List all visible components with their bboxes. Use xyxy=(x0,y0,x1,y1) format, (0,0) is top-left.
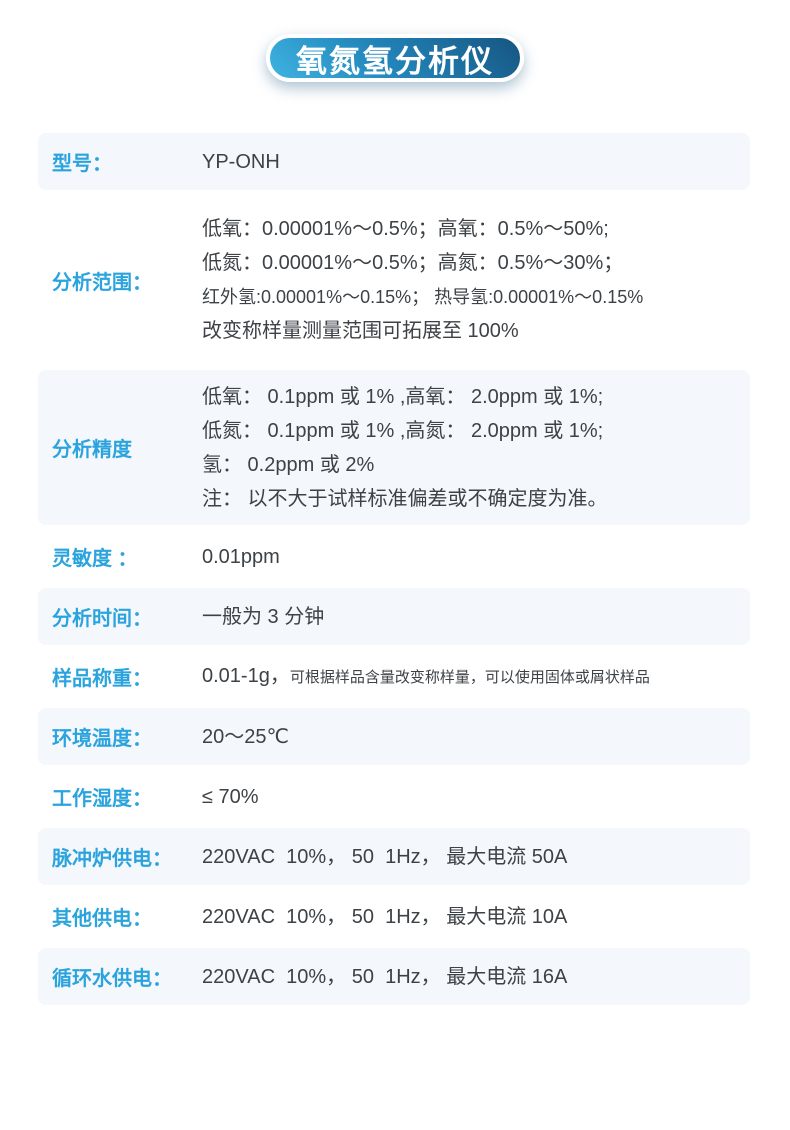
row-label: 分析范围： xyxy=(52,271,152,294)
row-value: 低氧：0.00001%～0.5%；高氧：0.5%～50%; 低氮：0.00001%… xyxy=(202,190,750,370)
value-line: 一般为 3 分钟 xyxy=(202,605,325,628)
row-label: 脉冲炉供电： xyxy=(52,848,172,870)
row-label: 型号： xyxy=(52,153,112,175)
row-value: 一般为 3 分钟 xyxy=(202,588,750,645)
table-row: 脉冲炉供电： 220VAC 10%， 50 1Hz， 最大电流 50A xyxy=(38,828,750,885)
value-line: ≤ 70% xyxy=(202,785,259,808)
value-line: 注： 以不大于试样标准偏差或不确定度为准。 xyxy=(202,487,608,510)
row-value: 低氧： 0.1ppm 或 1% ,高氧： 2.0ppm 或 1%; 低氮： 0.1… xyxy=(202,370,750,525)
value-line: 220VAC 10%， 50 1Hz， 最大电流 16A xyxy=(202,965,568,988)
title-badge: 氧氮氢分析仪 xyxy=(266,34,524,82)
value-line: 低氮：0.00001%～0.5%；高氮：0.5%～30%； xyxy=(202,252,624,274)
value-line: YP-ONH xyxy=(202,150,280,173)
row-label: 其他供电： xyxy=(52,908,152,930)
row-value: 220VAC 10%， 50 1Hz， 最大电流 50A xyxy=(202,828,750,885)
value-line: 220VAC 10%， 50 1Hz， 最大电流 50A xyxy=(202,845,568,868)
row-value: 0.01-1g，可根据样品含量改变称样量，可以使用固体或屑状样品 xyxy=(202,645,750,708)
spec-table: 型号： YP-ONH 分析范围： 低氧：0.00001%～0.5%；高氧：0.5%～5… xyxy=(38,133,750,1005)
value-line: 氢： 0.2ppm 或 2% xyxy=(202,453,375,476)
title-badge-container: 氧氮氢分析仪 xyxy=(0,0,790,82)
value-line: 0.01ppm xyxy=(202,545,280,568)
value-line: 红外氢:0.00001%～0.15%； 热导氢:0.00001%～0.15% xyxy=(202,287,644,307)
table-row: 型号： YP-ONH xyxy=(38,133,750,190)
page-title: 氧氮氢分析仪 xyxy=(296,43,494,79)
value-line: 低氧：0.00001%～0.5%；高氧：0.5%～50%; xyxy=(202,218,609,240)
row-value: 0.01ppm xyxy=(202,525,750,588)
table-row: 其他供电： 220VAC 10%， 50 1Hz， 最大电流 10A xyxy=(38,885,750,948)
value-line: 220VAC 10%， 50 1Hz， 最大电流 10A xyxy=(202,905,568,928)
value-line: 20～25℃ xyxy=(202,725,289,748)
row-label: 分析时间： xyxy=(52,608,152,630)
table-row: 工作湿度： ≤ 70% xyxy=(38,765,750,828)
row-value: YP-ONH xyxy=(202,133,750,190)
value-line: 低氮： 0.1ppm 或 1% ,高氮： 2.0ppm 或 1%; xyxy=(202,419,604,442)
row-label: 环境温度： xyxy=(52,728,152,750)
row-label: 样品称重： xyxy=(52,668,152,690)
row-label: 循环水供电： xyxy=(52,968,172,990)
value-line: 0.01-1g，可根据样品含量改变称样量，可以使用固体或屑状样品 xyxy=(202,664,650,687)
value-line: 改变称样量测量范围可拓展至 100% xyxy=(202,320,519,342)
row-label: 分析精度 xyxy=(52,439,132,461)
table-row: 分析时间： 一般为 3 分钟 xyxy=(38,588,750,645)
table-row: 分析范围： 低氧：0.00001%～0.5%；高氧：0.5%～50%; 低氮：0.0… xyxy=(38,190,750,370)
row-value: 220VAC 10%， 50 1Hz， 最大电流 10A xyxy=(202,885,750,948)
table-row: 分析精度 低氧： 0.1ppm 或 1% ,高氧： 2.0ppm 或 1%; 低氮：… xyxy=(38,370,750,525)
row-label: 工作湿度： xyxy=(52,788,152,810)
table-row: 环境温度： 20～25℃ xyxy=(38,708,750,765)
table-row: 样品称重： 0.01-1g，可根据样品含量改变称样量，可以使用固体或屑状样品 xyxy=(38,645,750,708)
table-row: 循环水供电： 220VAC 10%， 50 1Hz， 最大电流 16A xyxy=(38,948,750,1005)
table-row: 灵敏度 ： 0.01ppm xyxy=(38,525,750,588)
row-value: 20～25℃ xyxy=(202,708,750,765)
row-value: 220VAC 10%， 50 1Hz， 最大电流 16A xyxy=(202,948,750,1005)
row-value: ≤ 70% xyxy=(202,765,750,828)
value-line: 低氧： 0.1ppm 或 1% ,高氧： 2.0ppm 或 1%; xyxy=(202,385,604,408)
row-label: 灵敏度 ： xyxy=(52,548,138,570)
